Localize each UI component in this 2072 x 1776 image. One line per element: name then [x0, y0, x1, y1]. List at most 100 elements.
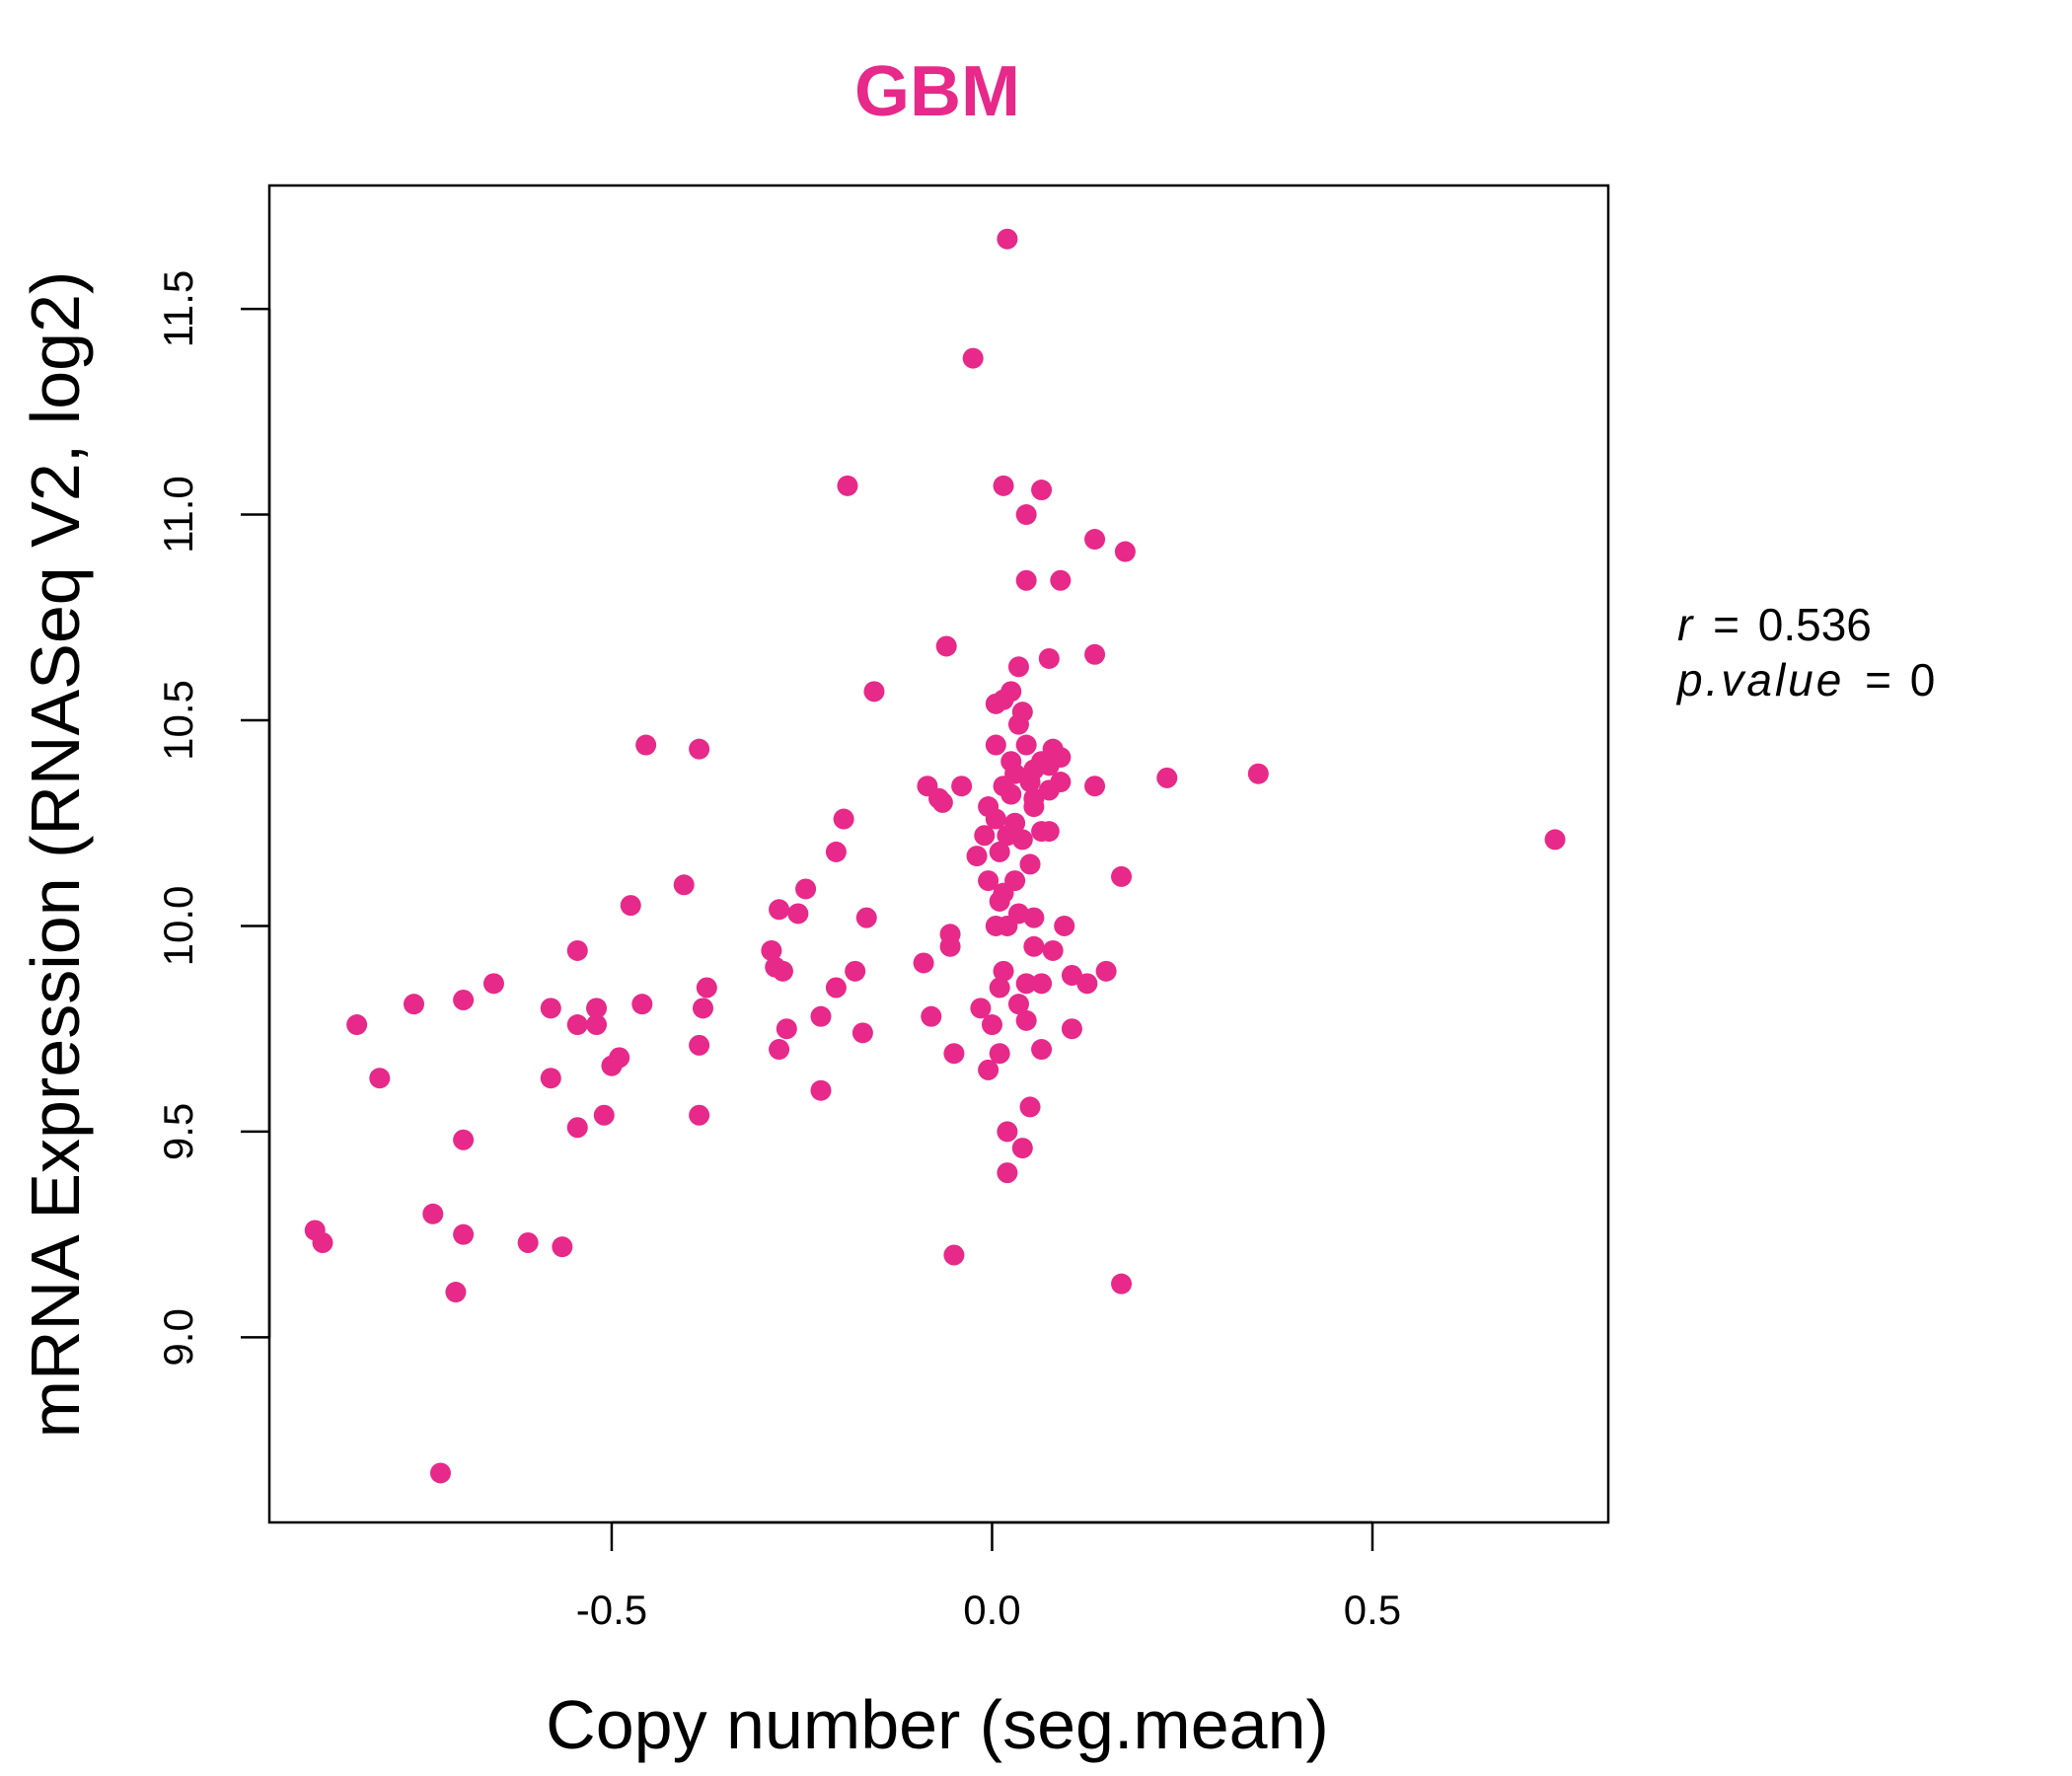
- y-tick-label: 11.5: [155, 270, 201, 348]
- data-point: [863, 681, 885, 703]
- x-tick-label: 0.5: [1344, 1587, 1401, 1633]
- data-point: [1015, 569, 1037, 591]
- r-value: 0.536: [1758, 599, 1872, 650]
- data-point: [1023, 935, 1045, 957]
- data-point: [1038, 755, 1060, 777]
- data-point: [403, 994, 424, 1015]
- data-point: [1061, 1018, 1082, 1040]
- y-tick-label: 9.5: [155, 1103, 201, 1160]
- data-point: [1031, 1039, 1053, 1061]
- data-point: [620, 895, 641, 917]
- data-point: [833, 808, 854, 830]
- data-point: [631, 994, 653, 1015]
- data-point: [943, 1043, 965, 1065]
- data-point: [989, 1043, 1010, 1065]
- data-point: [1156, 767, 1178, 788]
- data-point: [1076, 973, 1098, 995]
- data-point: [997, 1121, 1018, 1143]
- plot-frame: [267, 184, 1610, 1524]
- data-point: [921, 1005, 942, 1027]
- data-point: [851, 1022, 873, 1044]
- data-point: [1011, 1138, 1033, 1159]
- data-point: [689, 738, 710, 760]
- data-point: [312, 1231, 333, 1253]
- y-tick-label: 11.0: [155, 476, 201, 554]
- data-point: [540, 998, 561, 1019]
- data-point: [962, 347, 984, 369]
- data-point: [989, 841, 1010, 862]
- data-point: [825, 841, 847, 862]
- y-tick-label: 10.5: [155, 680, 201, 761]
- y-axis-label: mRNA Expression (RNASeq V2, log2): [17, 271, 94, 1439]
- data-point: [989, 977, 1010, 999]
- data-point: [1038, 647, 1060, 669]
- data-point: [566, 939, 588, 961]
- data-point: [540, 1068, 561, 1089]
- r-label: r: [1677, 599, 1694, 650]
- r-equals: =: [1713, 599, 1739, 650]
- data-point: [1023, 907, 1045, 928]
- data-point: [1019, 1096, 1041, 1118]
- data-point: [993, 475, 1014, 496]
- data-point: [689, 1104, 710, 1126]
- data-point: [795, 878, 817, 900]
- data-point: [689, 1034, 710, 1056]
- data-point: [566, 1117, 588, 1139]
- data-point: [966, 846, 988, 867]
- data-point: [855, 907, 877, 928]
- data-point: [601, 1055, 623, 1076]
- y-tick-label: 10.0: [155, 886, 201, 967]
- data-point: [997, 915, 1018, 936]
- data-point: [346, 1014, 368, 1036]
- data-point: [769, 1039, 790, 1061]
- data-point: [970, 998, 992, 1019]
- data-point: [696, 977, 717, 999]
- data-point: [978, 1059, 999, 1080]
- data-point: [692, 998, 713, 1019]
- r-statistic: r = 0.536: [1677, 599, 1872, 650]
- data-point: [1038, 821, 1060, 843]
- data-point: [845, 960, 866, 982]
- data-point: [1042, 939, 1064, 961]
- data-point: [989, 890, 1010, 912]
- x-axis-label: Copy number (seg.mean): [546, 1686, 1329, 1763]
- data-point: [951, 776, 973, 797]
- data-point: [931, 791, 953, 813]
- data-point: [482, 973, 504, 995]
- data-point: [1023, 796, 1045, 818]
- data-point: [1544, 829, 1566, 851]
- x-tick-label: -0.5: [576, 1587, 647, 1633]
- correlation-stats: r = 0.536 p.value = 0: [1675, 599, 1935, 705]
- data-point: [985, 693, 1006, 714]
- data-point: [985, 734, 1006, 756]
- data-point: [1007, 713, 1029, 735]
- chart-title: GBM: [854, 52, 1020, 131]
- data-point: [586, 998, 608, 1019]
- data-point: [1084, 529, 1106, 551]
- data-point: [939, 935, 961, 957]
- data-point: [997, 1162, 1018, 1184]
- data-point: [943, 1244, 965, 1266]
- data-point: [422, 1203, 444, 1224]
- x-tick-label: 0.0: [963, 1587, 1020, 1633]
- data-point: [1031, 480, 1053, 501]
- data-point: [981, 1014, 1002, 1036]
- data-point: [1111, 865, 1133, 887]
- data-point: [769, 899, 790, 921]
- data-point: [1061, 964, 1082, 986]
- x-axis: -0.5 0.0 0.5: [576, 1520, 1401, 1633]
- data-point: [825, 977, 847, 999]
- data-point: [787, 903, 809, 925]
- data-point: [974, 825, 996, 847]
- data-point: [837, 475, 858, 496]
- data-point: [993, 960, 1014, 982]
- data-point: [593, 1104, 615, 1126]
- data-point: [1095, 960, 1117, 982]
- data-point: [517, 1231, 539, 1253]
- data-point: [810, 1079, 832, 1101]
- data-point: [810, 1005, 832, 1027]
- data-point: [369, 1068, 391, 1089]
- data-point: [1111, 1273, 1133, 1295]
- data-point: [566, 1014, 588, 1036]
- data-point: [1050, 569, 1072, 591]
